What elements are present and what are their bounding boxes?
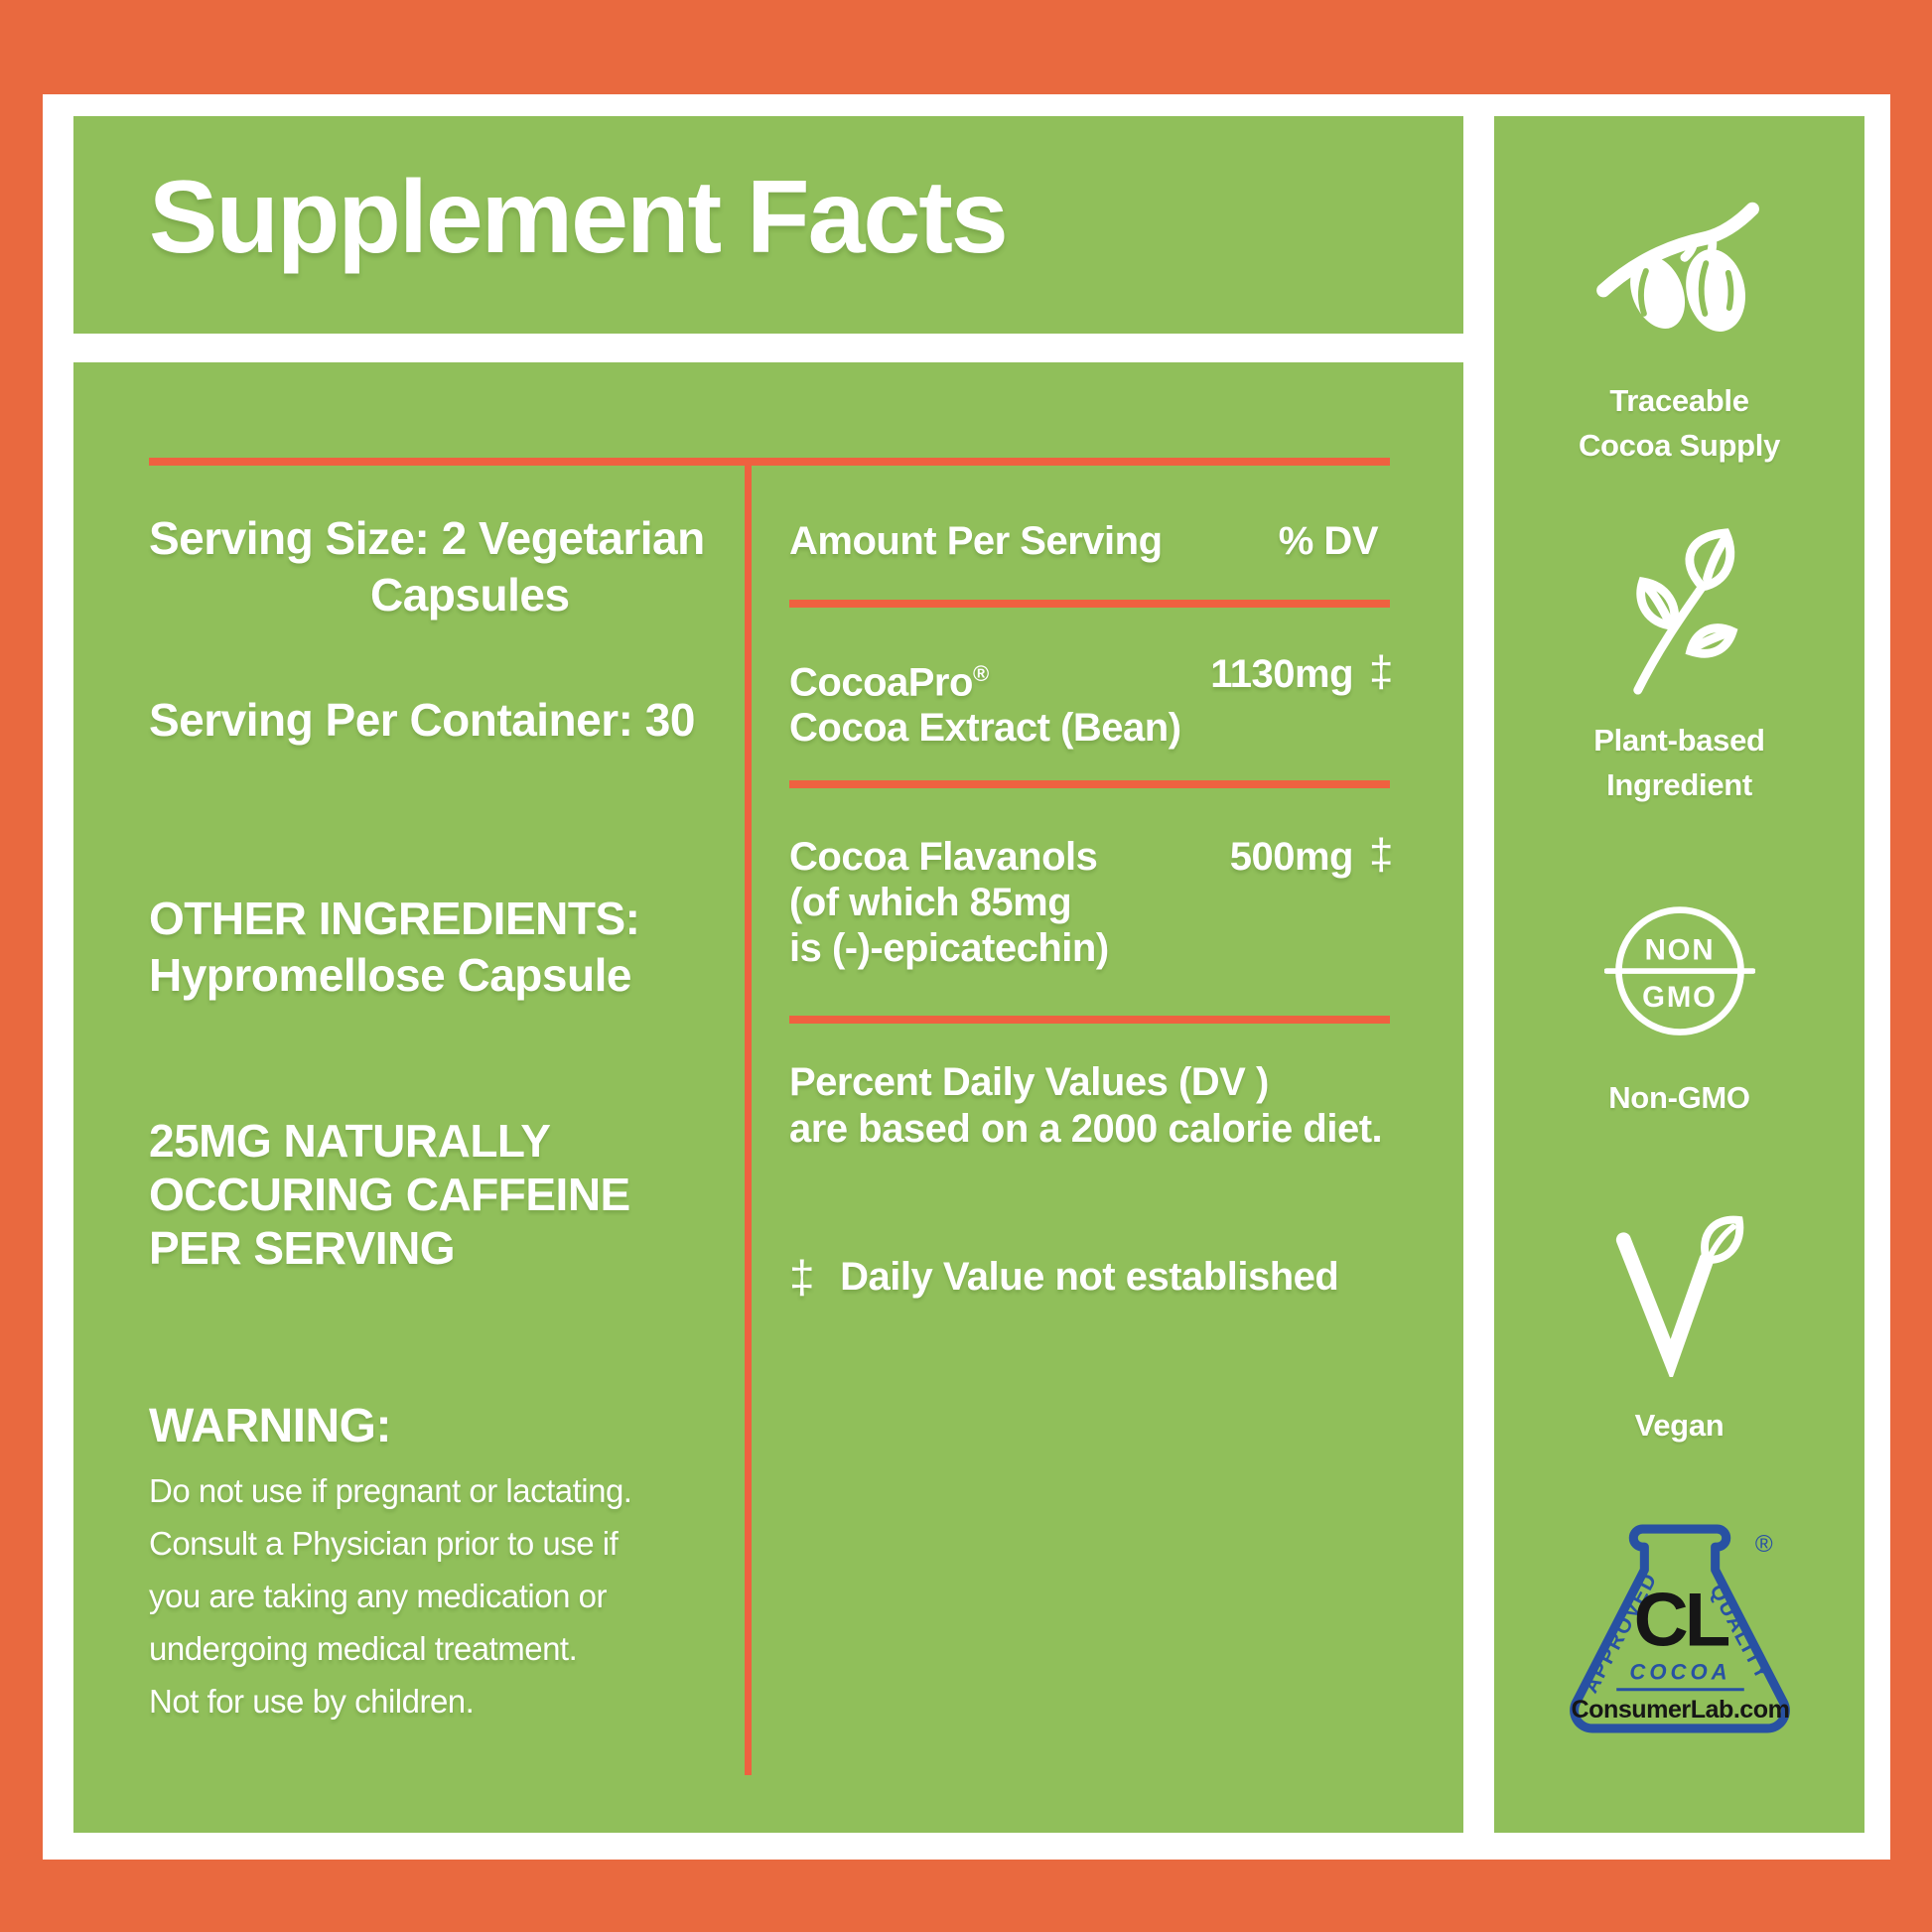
vegan-label: Vegan bbox=[1634, 1408, 1725, 1443]
ingredient-row-flavanols: Cocoa Flavanols (of which 85mg is (-)-ep… bbox=[789, 830, 1393, 971]
warning-line: undergoing medical treatment. bbox=[149, 1630, 578, 1667]
non-gmo-badge: NON GMO bbox=[1494, 901, 1864, 1042]
consumerlab-flask-icon: ® APPROVED QUALITY CL COCOA ConsumerLab.… bbox=[1569, 1524, 1789, 1733]
ingredient-name: CocoaPro® bbox=[789, 660, 989, 705]
caffeine-line1: 25MG NATURALLY bbox=[149, 1115, 551, 1167]
caffeine-note: 25MG NATURALLY OCCURING CAFFEINE PER SER… bbox=[149, 1114, 753, 1275]
warning-line: Consult a Physician prior to use if bbox=[149, 1525, 619, 1562]
dagger-footnote: ‡ Daily Value not established bbox=[789, 1254, 1393, 1300]
dagger-symbol: ‡ bbox=[1369, 647, 1393, 696]
dv-footnote: Percent Daily Values (DV ) are based on … bbox=[789, 1059, 1393, 1153]
cocoa-pods-icon bbox=[1595, 202, 1759, 332]
non-gmo-label: Non-GMO bbox=[1608, 1080, 1750, 1115]
ingredient-sub: (of which 85mg bbox=[789, 881, 1072, 924]
svg-text:®: ® bbox=[1754, 1531, 1772, 1558]
svg-text:GMO: GMO bbox=[1642, 981, 1718, 1014]
dv-header: % DV bbox=[1278, 519, 1379, 563]
rule bbox=[789, 780, 1390, 788]
vegan-badge bbox=[1494, 1214, 1864, 1377]
dv-footnote-line1: Percent Daily Values (DV ) bbox=[789, 1060, 1269, 1104]
other-ingredients-heading: OTHER INGREDIENTS: bbox=[149, 893, 640, 944]
ingredient-amount: 500mg bbox=[1229, 835, 1354, 879]
page-title: Supplement Facts bbox=[149, 160, 1009, 275]
vegan-leaf-icon bbox=[1615, 1215, 1743, 1377]
caffeine-line2: OCCURING CAFFEINE bbox=[149, 1169, 630, 1220]
warning-heading: WARNING: bbox=[149, 1400, 391, 1452]
ingredient-name: Cocoa Flavanols bbox=[789, 835, 1098, 879]
header-panel: Supplement Facts bbox=[73, 116, 1463, 334]
plant-based-badge bbox=[1494, 526, 1864, 697]
consumerlab-seal: ® APPROVED QUALITY CL COCOA ConsumerLab.… bbox=[1494, 1524, 1864, 1736]
serving-size-line1: Serving Size: 2 Vegetarian bbox=[149, 512, 705, 564]
facts-panel: Serving Size: 2 Vegetarian Capsules Serv… bbox=[73, 362, 1463, 1833]
serving-per-container: Serving Per Container: 30 bbox=[149, 694, 695, 746]
dagger-symbol: ‡ bbox=[1369, 830, 1393, 879]
column-divider bbox=[745, 460, 752, 1775]
caffeine-line3: PER SERVING bbox=[149, 1222, 456, 1274]
warning-line: Do not use if pregnant or lactating. bbox=[149, 1472, 632, 1509]
svg-text:NON: NON bbox=[1644, 934, 1715, 967]
plant-based-label: Plant-based Ingredient bbox=[1593, 723, 1765, 802]
serving-size-line2: Capsules bbox=[370, 569, 570, 621]
svg-text:ConsumerLab.com: ConsumerLab.com bbox=[1571, 1696, 1789, 1724]
warning-line: Not for use by children. bbox=[149, 1683, 475, 1720]
svg-text:CL: CL bbox=[1633, 1579, 1728, 1663]
plant-sprig-icon bbox=[1632, 528, 1737, 695]
dv-footnote-line2: are based on a 2000 calorie diet. bbox=[789, 1107, 1383, 1151]
amount-per-serving-label: Amount Per Serving bbox=[789, 519, 1163, 563]
other-ingredients: OTHER INGREDIENTS: Hypromellose Capsule bbox=[149, 891, 753, 1004]
other-ingredients-value: Hypromellose Capsule bbox=[149, 949, 631, 1001]
ingredient-amount: 1130mg bbox=[1210, 652, 1353, 696]
ingredient-row-cocoapro: CocoaPro® Cocoa Extract (Bean) 1130mg ‡ bbox=[789, 647, 1393, 751]
warning-body: Do not use if pregnant or lactating. Con… bbox=[149, 1464, 753, 1727]
registered-mark: ® bbox=[972, 661, 989, 686]
warning-line: you are taking any medication or bbox=[149, 1578, 607, 1614]
dagger-symbol: ‡ bbox=[789, 1251, 815, 1303]
amounts-header: Amount Per Serving % DV bbox=[789, 518, 1393, 564]
traceable-cocoa-label: Traceable Cocoa Supply bbox=[1578, 383, 1781, 463]
top-rule bbox=[149, 458, 1390, 466]
ingredient-sub: Cocoa Extract (Bean) bbox=[789, 706, 1181, 751]
svg-text:COCOA: COCOA bbox=[1629, 1660, 1730, 1685]
rule bbox=[789, 1016, 1390, 1024]
label-frame: Supplement Facts Serving Size: 2 Vegetar… bbox=[43, 94, 1890, 1860]
rule bbox=[789, 600, 1390, 608]
serving-size: Serving Size: 2 Vegetarian Capsules bbox=[149, 510, 753, 623]
badges-sidebar: Traceable Cocoa Supply Plant-based Ingre… bbox=[1494, 116, 1864, 1833]
ingredient-sub: is (-)-epicatechin) bbox=[789, 926, 1109, 970]
non-gmo-icon: NON GMO bbox=[1603, 906, 1755, 1035]
dagger-footnote-text: Daily Value not established bbox=[840, 1255, 1339, 1299]
traceable-cocoa-badge bbox=[1494, 194, 1864, 348]
